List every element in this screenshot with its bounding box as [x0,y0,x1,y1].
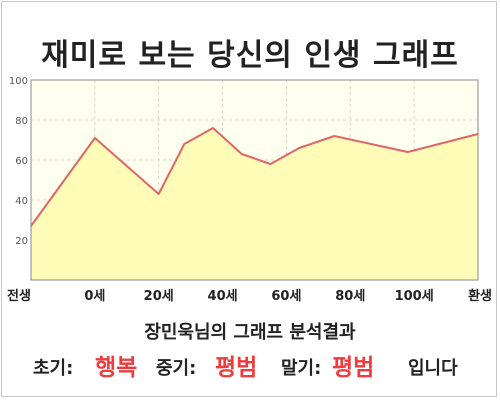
x-tick-label-1: 0세 [84,289,105,304]
data-point-8 [333,135,336,137]
y-tick-label-80: 80 [15,116,28,127]
x-tick-label-7: 환생 [468,288,492,304]
early-value: 행복 [95,355,138,381]
data-point-5 [240,153,243,155]
x-tick-label-2: 20세 [144,289,174,304]
plot-border [30,79,479,281]
result-ending: 입니다 [408,358,458,379]
result-subtitle: 장민욱님의 그래프 분석결과 [144,322,356,343]
late-label: 말기: [281,358,322,379]
early-label: 초기: [33,358,74,379]
data-point-1 [94,137,96,139]
y-tick-label-40: 40 [15,196,28,207]
area-fill [31,128,478,280]
x-tick-label-6: 100세 [395,289,434,304]
data-point-6 [269,163,272,165]
y-tick-label-100: 100 [9,76,28,87]
y-tick-label-60: 60 [15,156,28,167]
late-value: 평범 [332,355,375,381]
data-point-2 [157,193,160,195]
middle-value: 평범 [215,355,258,381]
result-line: 초기: 행복 중기: 평범 말기: 평범 입니다 [0,344,500,384]
chart-title: 재미로 보는 당신의 인생 그래프 [41,38,459,73]
x-tick-label-3: 40세 [208,289,238,304]
x-tick-label-4: 60세 [271,289,301,304]
x-tick-label-5: 80세 [335,289,365,304]
y-tick-label-20: 20 [15,236,28,247]
data-point-7 [298,147,301,149]
data-point-3 [183,143,186,145]
data-point-9 [406,151,409,153]
x-tick-label-0: 전생 [7,288,31,304]
data-point-4 [212,127,214,129]
middle-label: 중기: [156,358,197,379]
